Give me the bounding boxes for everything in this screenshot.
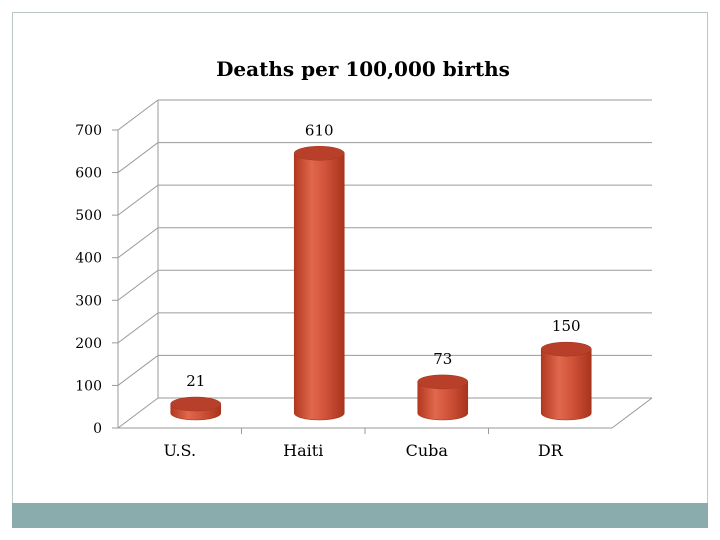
y-tick-label: 200 [75,336,102,352]
data-label: 21 [186,372,205,390]
gridline-wall [117,227,159,259]
gridline-wall [117,184,159,216]
footer-bar [12,503,708,528]
axis-layer [112,100,653,434]
bar [170,396,222,421]
y-tick-label: 600 [75,166,102,182]
y-tick-label: 700 [75,123,102,139]
label-layer: 0 100 200 300 400 500 600 700 U.S. Haiti Cuba DR 21 6… [75,121,580,460]
gridline-wall [117,269,159,301]
bar [293,146,345,421]
y-tick-label: 400 [75,251,102,267]
x-tick-label: Cuba [406,441,449,460]
gridline-wall [117,355,159,386]
bar-top [170,396,222,412]
bar-top [540,341,592,357]
data-label: 73 [433,350,452,368]
x-tick-label: DR [538,441,564,460]
bar [540,341,592,421]
bar [417,374,469,421]
bar-body [540,348,592,421]
x-tick-label: U.S. [163,441,196,460]
bar-layer [170,146,592,421]
data-label: 150 [552,317,581,335]
gridline-wall [117,99,159,131]
y-tick-label: 500 [75,208,102,224]
gridline-wall [117,312,159,344]
gridline-wall [117,397,159,429]
y-tick-label: 300 [75,293,102,309]
floor-right-edge [611,397,653,429]
bar-top [417,374,469,390]
bar-body [417,381,469,421]
y-tick-label: 100 [75,378,102,394]
data-label: 610 [305,121,334,139]
chart-title: Deaths per 100,000 births [216,57,510,81]
bar-body [293,153,345,421]
x-tick-label: Haiti [283,441,323,460]
bar-top [293,146,345,161]
y-tick-label: 0 [93,421,102,437]
gridline-wall [117,142,159,173]
